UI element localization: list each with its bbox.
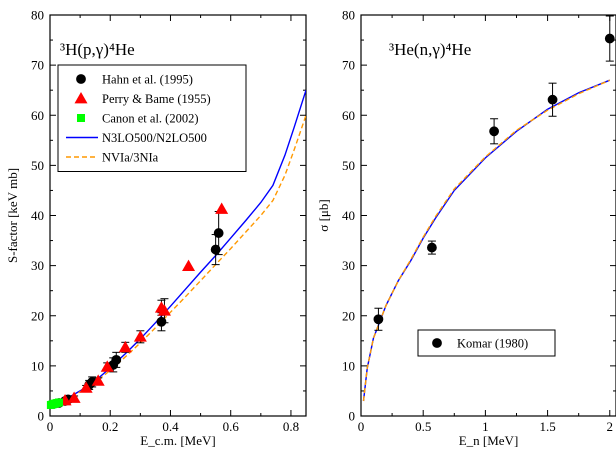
series-0-point	[373, 314, 384, 325]
x-tick-label: 1	[482, 419, 489, 434]
y-tick-label: 30	[342, 258, 355, 273]
series-1-point	[100, 360, 114, 372]
series-0-point	[111, 354, 122, 365]
legend-label: Hahn et al. (1995)	[102, 73, 193, 87]
panel-title: ³He(n,γ)⁴He	[389, 40, 471, 59]
series-1-point	[133, 330, 147, 342]
x-tick-label: 0.8	[283, 419, 299, 434]
series-1-point	[79, 381, 93, 393]
y-tick-label: 70	[31, 58, 44, 73]
legend-box	[57, 64, 247, 172]
x-axis-label: E_n [MeV]	[459, 433, 519, 448]
series-0-point	[547, 94, 558, 105]
legend-label: N3LO500/N2LO500	[102, 131, 207, 145]
x-axis-label: E_c.m. [MeV]	[140, 433, 215, 448]
legend-label: NVIa/3NIa	[102, 151, 159, 165]
y-tick-label: 60	[342, 108, 355, 123]
legend-right: Komar (1980)	[417, 329, 556, 357]
y-tick-label: 40	[31, 208, 44, 223]
y-tick-label: 10	[342, 358, 355, 373]
y-tick-label: 20	[342, 308, 355, 323]
x-tick-label: 2	[607, 419, 614, 434]
x-tick-label: 0.5	[415, 419, 431, 434]
y-tick-label: 0	[349, 409, 356, 424]
x-tick-label: 0.2	[102, 419, 118, 434]
series-1-point	[118, 340, 132, 353]
series-0-point	[604, 33, 615, 44]
y-tick-label: 40	[342, 208, 355, 223]
series-1-point	[215, 202, 229, 214]
legend-label: Perry & Bame (1955)	[102, 92, 211, 106]
y-tick-label: 0	[38, 409, 45, 424]
y-axis-label: S-factor [keV mb]	[5, 168, 20, 263]
series-0-point	[489, 126, 499, 137]
x-tick-label: 0	[47, 419, 54, 434]
series-0-point	[156, 316, 167, 327]
y-tick-label: 10	[31, 358, 44, 373]
series-0-point	[210, 244, 221, 255]
y-axis-label: σ [μb]	[316, 199, 331, 231]
legend-symbol	[432, 338, 442, 348]
series-2-point	[55, 398, 64, 407]
legend-symbol	[76, 74, 86, 84]
series-line-2	[362, 79, 611, 402]
legend-left: Hahn et al. (1995) Perry & Bame (1955) Can…	[57, 64, 247, 172]
x-tick-label: 0.6	[223, 419, 240, 434]
series-0-point	[427, 242, 437, 253]
y-tick-label: 80	[31, 8, 44, 23]
x-tick-label: 0	[358, 419, 365, 434]
chart-left: 0 0.2 0.4 0.6 0.8 0 10 20 30 40 50 60 70 80 E_c.m. [Me…	[5, 8, 307, 448]
legend-symbol	[74, 92, 88, 104]
series-1-point	[157, 304, 171, 316]
series-0-point	[213, 228, 224, 238]
series-1-point	[67, 391, 81, 403]
series-1-point	[182, 259, 196, 272]
legend-label: Canon et al. (2002)	[102, 112, 199, 126]
series-1-point	[91, 374, 105, 386]
panel-title: ³H(p,γ)⁴He	[60, 40, 135, 59]
legend-symbol	[77, 114, 85, 122]
x-tick-label: 1.5	[539, 419, 555, 434]
y-tick-label: 30	[31, 258, 44, 273]
data-right	[362, 79, 611, 402]
x-tick-label: 0.4	[162, 419, 179, 434]
legend-label: Komar (1980)	[457, 337, 528, 351]
y-tick-label: 50	[31, 158, 44, 173]
y-tick-label: 50	[342, 158, 355, 173]
y-tick-label: 80	[342, 8, 355, 23]
y-tick-label: 70	[342, 58, 355, 73]
y-tick-label: 60	[31, 108, 44, 123]
y-tick-label: 20	[31, 308, 44, 323]
